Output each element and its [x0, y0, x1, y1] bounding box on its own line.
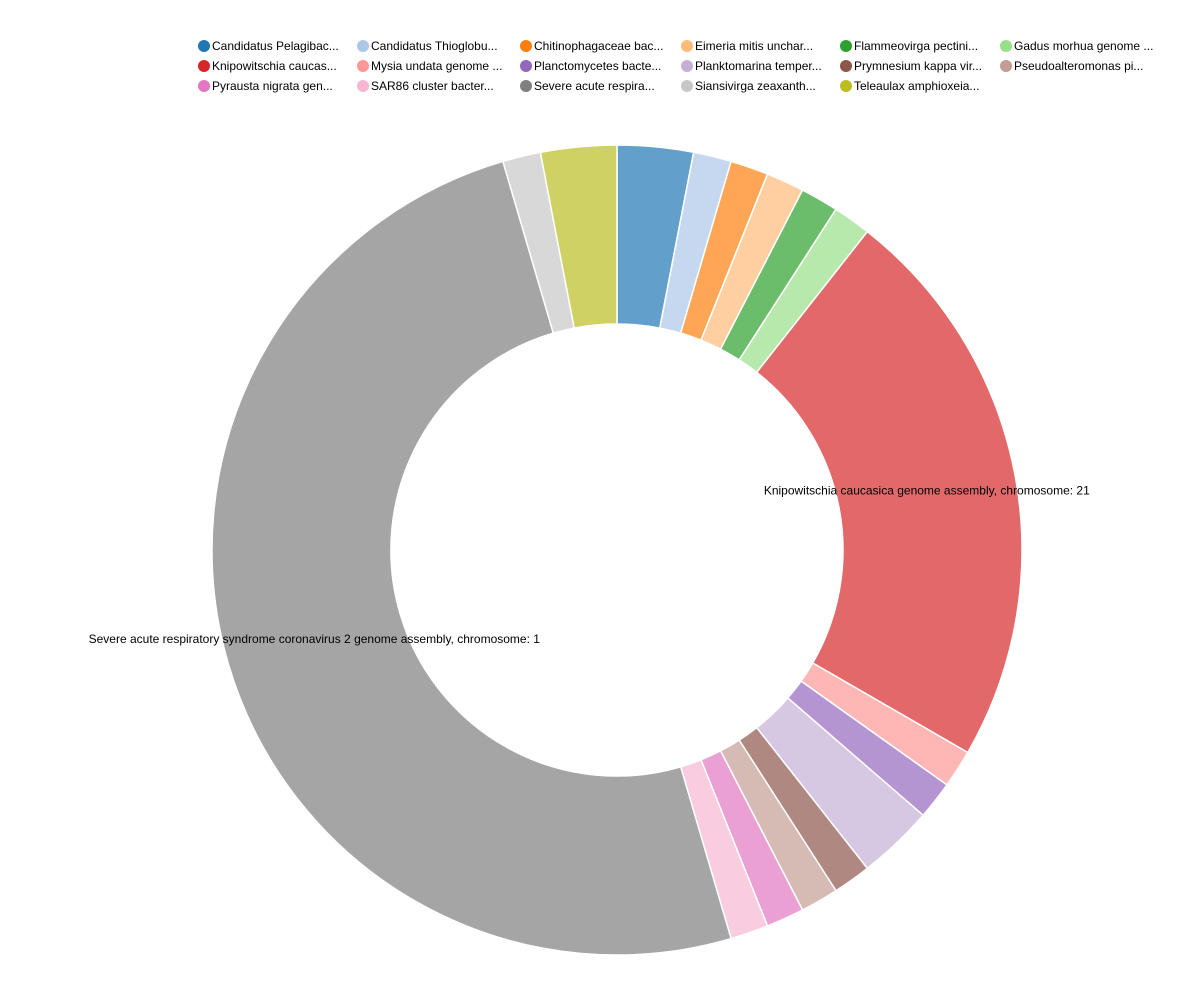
- legend-swatch: [840, 80, 852, 92]
- legend-label: Candidatus Thioglobu...: [371, 39, 498, 53]
- donut-slices: [211, 144, 1023, 956]
- legend-label: Flammeovirga pectini...: [854, 39, 978, 53]
- legend-label: Planktomarina temper...: [695, 59, 822, 73]
- legend-item[interactable]: Gadus morhua genome ...: [1000, 39, 1153, 53]
- legend-swatch: [357, 40, 369, 52]
- legend-item[interactable]: Prymnesium kappa vir...: [840, 59, 982, 73]
- legend-item[interactable]: Teleaulax amphioxeia...: [840, 79, 979, 93]
- legend-item[interactable]: Planktomarina temper...: [681, 59, 822, 73]
- legend-label: SAR86 cluster bacter...: [371, 79, 494, 93]
- slice-callout-label: Knipowitschia caucasica genome assembly,…: [764, 483, 1090, 497]
- legend-label: Gadus morhua genome ...: [1014, 39, 1153, 53]
- legend-swatch: [198, 60, 210, 72]
- legend-item[interactable]: Mysia undata genome ...: [357, 59, 502, 73]
- legend-label: Eimeria mitis unchar...: [695, 39, 813, 53]
- legend-swatch: [357, 60, 369, 72]
- legend-item[interactable]: Siansivirga zeaxanth...: [681, 79, 816, 93]
- legend-swatch: [520, 60, 532, 72]
- donut-slice[interactable]: [539, 144, 618, 329]
- donut-slice[interactable]: [211, 160, 733, 956]
- legend-swatch: [520, 80, 532, 92]
- legend-item[interactable]: Knipowitschia caucas...: [198, 59, 337, 73]
- legend-item[interactable]: SAR86 cluster bacter...: [357, 79, 494, 93]
- legend-item[interactable]: Pyrausta nigrata gen...: [198, 79, 333, 93]
- legend-swatch: [1000, 40, 1012, 52]
- legend-swatch: [681, 40, 693, 52]
- legend-item[interactable]: Candidatus Thioglobu...: [357, 39, 498, 53]
- legend-label: Prymnesium kappa vir...: [854, 59, 982, 73]
- legend-label: Knipowitschia caucas...: [212, 59, 337, 73]
- legend-swatch: [1000, 60, 1012, 72]
- legend-label: Teleaulax amphioxeia...: [854, 79, 979, 93]
- legend-swatch: [198, 40, 210, 52]
- slice-callout-label: Severe acute respiratory syndrome corona…: [89, 632, 541, 646]
- legend-item[interactable]: Flammeovirga pectini...: [840, 39, 978, 53]
- legend-swatch: [681, 60, 693, 72]
- legend-item[interactable]: Planctomycetes bacte...: [520, 59, 661, 73]
- legend-swatch: [357, 80, 369, 92]
- chart-legend: Candidatus Pelagibac... Candidatus Thiogl…: [198, 39, 1153, 93]
- legend-item[interactable]: Chitinophagaceae bac...: [520, 39, 663, 53]
- donut-slice[interactable]: [755, 230, 1023, 754]
- legend-item[interactable]: Candidatus Pelagibac...: [198, 39, 339, 53]
- legend-label: Pyrausta nigrata gen...: [212, 79, 333, 93]
- legend-label: Siansivirga zeaxanth...: [695, 79, 816, 93]
- legend-label: Pseudoalteromonas pi...: [1014, 59, 1143, 73]
- slice-callout-labels: Knipowitschia caucasica genome assembly,…: [89, 483, 1090, 646]
- legend-swatch: [840, 40, 852, 52]
- legend-swatch: [840, 60, 852, 72]
- legend-swatch: [520, 40, 532, 52]
- legend-label: Chitinophagaceae bac...: [534, 39, 663, 53]
- legend-label: Candidatus Pelagibac...: [212, 39, 339, 53]
- legend-label: Planctomycetes bacte...: [534, 59, 661, 73]
- legend-label: Mysia undata genome ...: [371, 59, 502, 73]
- legend-item[interactable]: Eimeria mitis unchar...: [681, 39, 813, 53]
- legend-swatch: [198, 80, 210, 92]
- legend-label: Severe acute respira...: [534, 79, 655, 93]
- legend-item[interactable]: Pseudoalteromonas pi...: [1000, 59, 1143, 73]
- legend-item[interactable]: Severe acute respira...: [520, 79, 655, 93]
- legend-swatch: [681, 80, 693, 92]
